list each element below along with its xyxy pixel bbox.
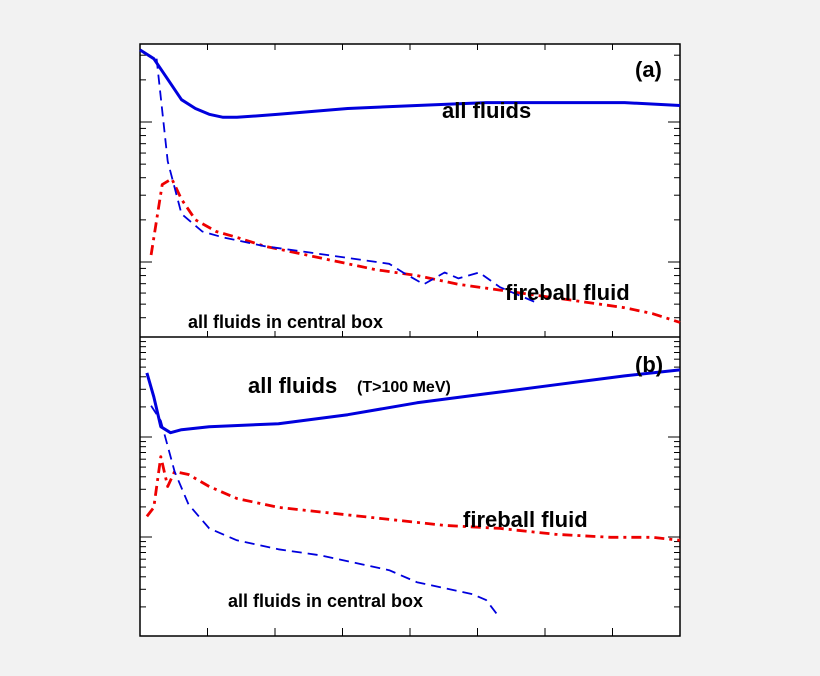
panel-b-label: (b) <box>635 352 663 377</box>
panel-b-series-all-fluids-in-central-box-line <box>150 405 501 619</box>
panel-b-series <box>145 368 681 619</box>
panel-b-annotation-central-box: all fluids in central box <box>228 591 423 611</box>
plot-frame <box>139 43 681 637</box>
panel-a-series-all-fluids-line <box>139 48 681 119</box>
panel-b-annotation-all-fluids: all fluids <box>248 373 337 398</box>
panel-b: (b) all fluids (T>100 MeV) fireball flui… <box>145 352 681 619</box>
panel-b-annotation-temperature: (T>100 MeV) <box>357 379 451 396</box>
axis-ticks <box>140 44 680 636</box>
panel-a: (a) all fluids fireball fluid all fluids… <box>139 48 681 332</box>
panel-b-series-all-fluids-line <box>145 368 681 435</box>
panel-a-annotation-fireball-fluid: fireball fluid <box>505 280 630 305</box>
panel-a-series-all-fluids-in-central-box-line <box>155 58 535 303</box>
panel-a-label: (a) <box>635 57 662 82</box>
panel-a-annotation-central-box: all fluids in central box <box>188 312 383 332</box>
panel-a-series <box>139 48 681 324</box>
panel-b-annotation-fireball-fluid: fireball fluid <box>463 507 588 532</box>
panel-a-annotation-all-fluids: all fluids <box>442 98 531 123</box>
